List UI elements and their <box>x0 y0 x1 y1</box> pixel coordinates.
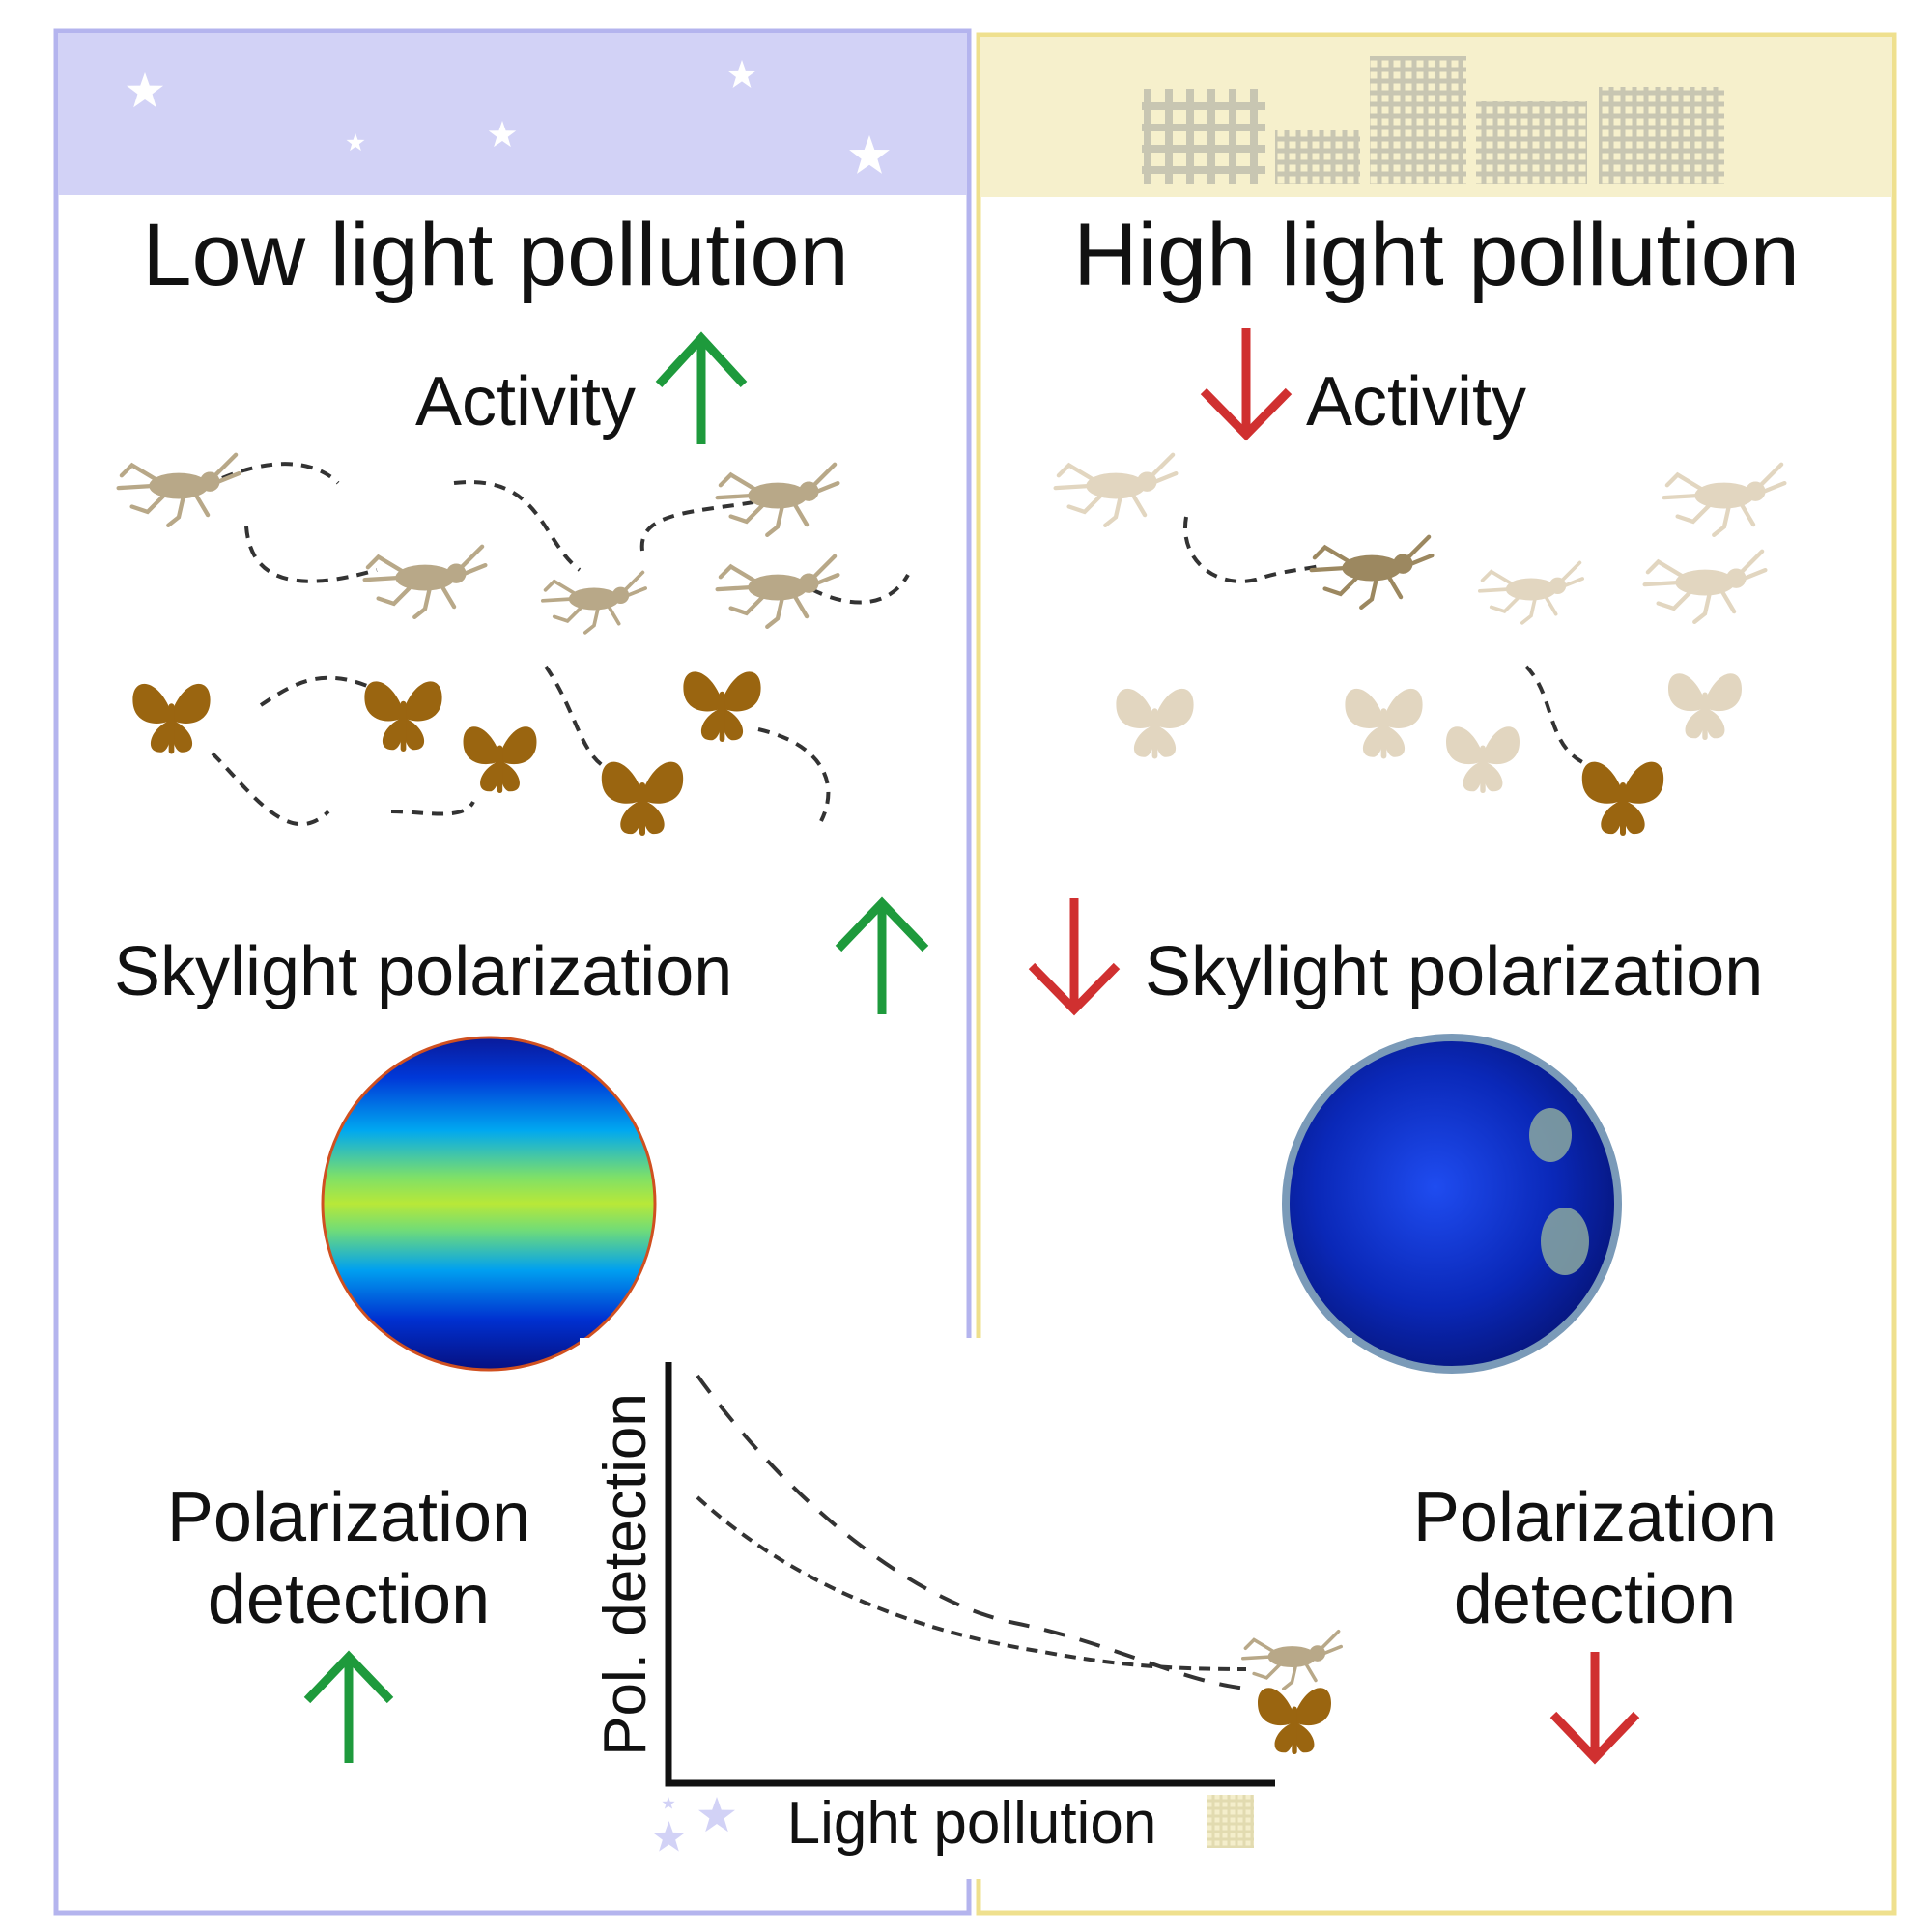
high-title: High light pollution <box>1073 206 1800 304</box>
low-skylight-polarization-map <box>321 1036 657 1372</box>
activity-up-arrow-icon <box>655 331 748 444</box>
low-activity-label: Activity <box>415 363 636 440</box>
high-detection-label-line2: detection <box>1454 1561 1736 1638</box>
cricket-curve <box>696 1495 1247 1671</box>
low-title: Low light pollution <box>142 206 848 304</box>
activity-down-arrow-icon <box>1200 328 1293 441</box>
moth-curve <box>696 1374 1247 1690</box>
graph-background <box>580 1338 1352 1879</box>
high-skylight-polarization-map <box>1282 1034 1622 1374</box>
low-skylight-label: Skylight polarization <box>114 933 732 1010</box>
city-buildings-icon <box>1142 56 1724 184</box>
low-detection-label-line1: Polarization <box>167 1479 530 1556</box>
polarization-noise-patches <box>1529 1108 1589 1275</box>
high-pollution-building-icon <box>1208 1795 1254 1848</box>
low-detection-label-line2: detection <box>208 1561 490 1638</box>
movement-paths <box>1182 516 1585 765</box>
movement-paths <box>211 462 910 827</box>
high-light-panel: High light pollution Activity Skylight p… <box>976 32 1897 1916</box>
y-axis-label: Pol. detection <box>592 1393 659 1756</box>
skylight-down-arrow-icon <box>1028 898 1121 1016</box>
high-activity-label: Activity <box>1306 363 1526 440</box>
detection-graph: Pol. detection Light pollution <box>580 1338 1352 1879</box>
detection-down-arrow-icon <box>1549 1652 1640 1765</box>
skylight-up-arrow-icon <box>835 896 929 1014</box>
low-light-panel: Low light pollution Activity <box>53 28 972 1916</box>
x-axis-label: Light pollution <box>787 1790 1157 1857</box>
high-skylight-label: Skylight polarization <box>1145 933 1763 1010</box>
high-detection-label-line1: Polarization <box>1413 1479 1776 1556</box>
night-sky-band <box>58 33 967 195</box>
detection-up-arrow-icon <box>303 1650 394 1763</box>
graph-axes <box>665 1362 1275 1787</box>
